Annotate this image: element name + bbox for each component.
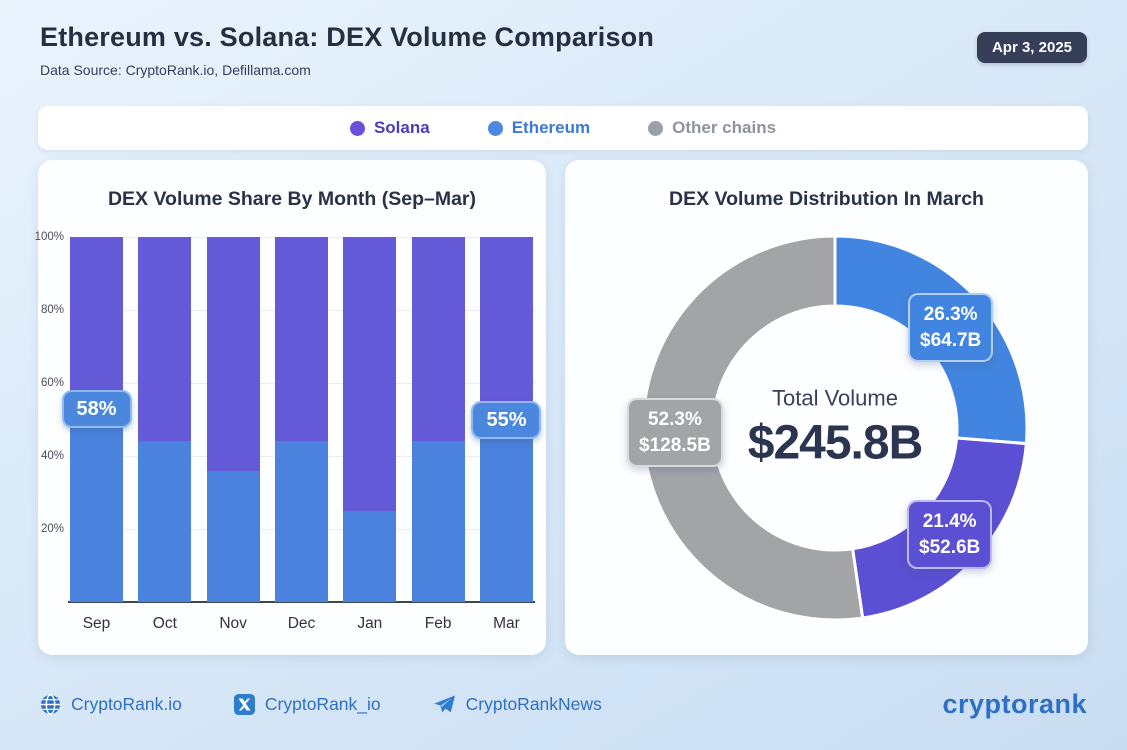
ethereum-segment <box>274 441 328 602</box>
x-axis-label-mar: Mar <box>493 615 520 632</box>
solana-segment <box>206 237 260 471</box>
legend-label-ethereum: Ethereum <box>511 118 591 137</box>
x-axis-label-dec: Dec <box>287 615 316 632</box>
solana-segment <box>274 237 328 442</box>
ethereum-share-callout-mar: 55% <box>471 401 542 440</box>
footer: CryptoRank.io CryptoRank_io CryptoRankNe… <box>40 686 1087 722</box>
donut-chart-panel: DEX Volume Distribution In March Total V… <box>565 160 1088 655</box>
x-axis-line <box>68 601 535 603</box>
x-twitter-icon <box>233 693 255 715</box>
telegram-icon <box>433 694 456 715</box>
solana-slice-badge: 21.4% $52.6B <box>907 500 993 570</box>
chart-legend: Solana Ethereum Other chains <box>38 106 1088 150</box>
solana-segment <box>479 237 533 402</box>
legend-item-ethereum: Ethereum <box>487 118 591 138</box>
donut-center-text: Total Volume $245.8B <box>710 386 960 471</box>
x-axis-label-feb: Feb <box>424 615 452 632</box>
bar-jan: Jan <box>343 237 397 632</box>
y-axis-tick-label: 40% <box>40 450 64 462</box>
x-twitter-link-label: CryptoRank_io <box>264 693 381 714</box>
solana-segment <box>411 237 465 442</box>
solana-legend-dot-icon <box>349 120 365 136</box>
y-axis-tick-label: 80% <box>40 304 64 316</box>
solana-segment <box>138 237 192 442</box>
legend-item-other-chains: Other chains <box>648 118 776 138</box>
bar-nov: Nov <box>206 237 260 632</box>
bar-chart-panel: DEX Volume Share By Month (Sep–Mar) 100%… <box>35 160 546 655</box>
cryptorank-logo: cryptorank <box>942 688 1087 719</box>
other-chains-legend-dot-icon <box>648 120 664 136</box>
data-source-subtitle: Data Source: CryptoRank.io, Defillama.co… <box>40 62 311 78</box>
solana-segment <box>343 237 397 511</box>
ethereum-slice-badge: 26.3% $64.7B <box>908 293 994 363</box>
ethereum-segment <box>206 470 260 602</box>
website-link-label: CryptoRank.io <box>71 693 182 714</box>
stacked-bar <box>343 237 397 602</box>
stacked-bar <box>206 237 260 602</box>
telegram-link[interactable]: CryptoRankNews <box>433 694 602 715</box>
donut-chart-title: DEX Volume Distribution In March <box>669 188 984 210</box>
stacked-bar <box>411 237 465 602</box>
ethereum-segment <box>343 510 397 602</box>
telegram-link-label: CryptoRankNews <box>465 693 602 714</box>
solana-slice-amount: $52.6B <box>919 536 981 558</box>
legend-item-solana: Solana <box>349 118 430 138</box>
x-axis-label-nov: Nov <box>219 615 247 632</box>
bar-feb: Feb <box>411 237 465 632</box>
total-volume-label: Total Volume <box>772 385 898 411</box>
stacked-bar <box>138 237 192 602</box>
bar-chart-plot-area: 100% 80% 60% 40% 20% Sep 58% Oct Nov Dec Jan Feb Mar… <box>35 231 542 632</box>
stacked-bar <box>274 237 328 602</box>
x-axis-label-oct: Oct <box>152 615 177 632</box>
legend-label-other-chains: Other chains <box>672 118 777 137</box>
solana-segment <box>70 237 123 391</box>
solana-slice-percent: 21.4% <box>922 511 977 532</box>
header: Ethereum vs. Solana: DEX Volume Comparis… <box>40 22 1087 78</box>
x-twitter-link[interactable]: CryptoRank_io <box>233 693 381 715</box>
x-axis-label-jan: Jan <box>357 615 383 632</box>
other-chains-slice-percent: 52.3% <box>647 409 702 430</box>
x-axis-label-sep: Sep <box>82 615 111 632</box>
ethereum-segment <box>411 441 465 602</box>
globe-icon <box>40 693 61 715</box>
bars-group: Sep 58% Oct Nov Dec Jan Feb Mar 55% <box>61 237 542 632</box>
legend-label-solana: Solana <box>373 118 430 137</box>
ethereum-legend-dot-icon <box>487 120 503 136</box>
ethereum-slice-percent: 26.3% <box>923 304 978 325</box>
date-badge: Apr 3, 2025 <box>976 32 1087 63</box>
bar-oct: Oct <box>138 237 192 632</box>
ethereum-slice-amount: $64.7B <box>920 329 982 351</box>
bar-sep: Sep 58% <box>61 237 132 632</box>
ethereum-segment <box>138 441 192 602</box>
bar-dec: Dec <box>274 237 328 632</box>
other-chains-slice-amount: $128.5B <box>639 434 711 456</box>
y-axis-tick-label: 20% <box>40 523 64 535</box>
other-chains-slice-badge: 52.3% $128.5B <box>627 398 723 468</box>
total-volume-value: $245.8B <box>747 416 923 470</box>
y-axis-tick-label: 60% <box>40 377 64 389</box>
ethereum-share-callout-sep: 58% <box>61 390 132 429</box>
page-title: Ethereum vs. Solana: DEX Volume Comparis… <box>40 22 655 52</box>
donut-slice-other-chains <box>641 234 865 622</box>
y-axis-tick-label: 100% <box>34 231 64 243</box>
footer-links: CryptoRank.io CryptoRank_io CryptoRankNe… <box>40 693 602 715</box>
website-link[interactable]: CryptoRank.io <box>40 694 182 715</box>
bar-mar: Mar 55% <box>471 237 542 632</box>
bar-chart-title: DEX Volume Share By Month (Sep–Mar) <box>107 188 477 210</box>
